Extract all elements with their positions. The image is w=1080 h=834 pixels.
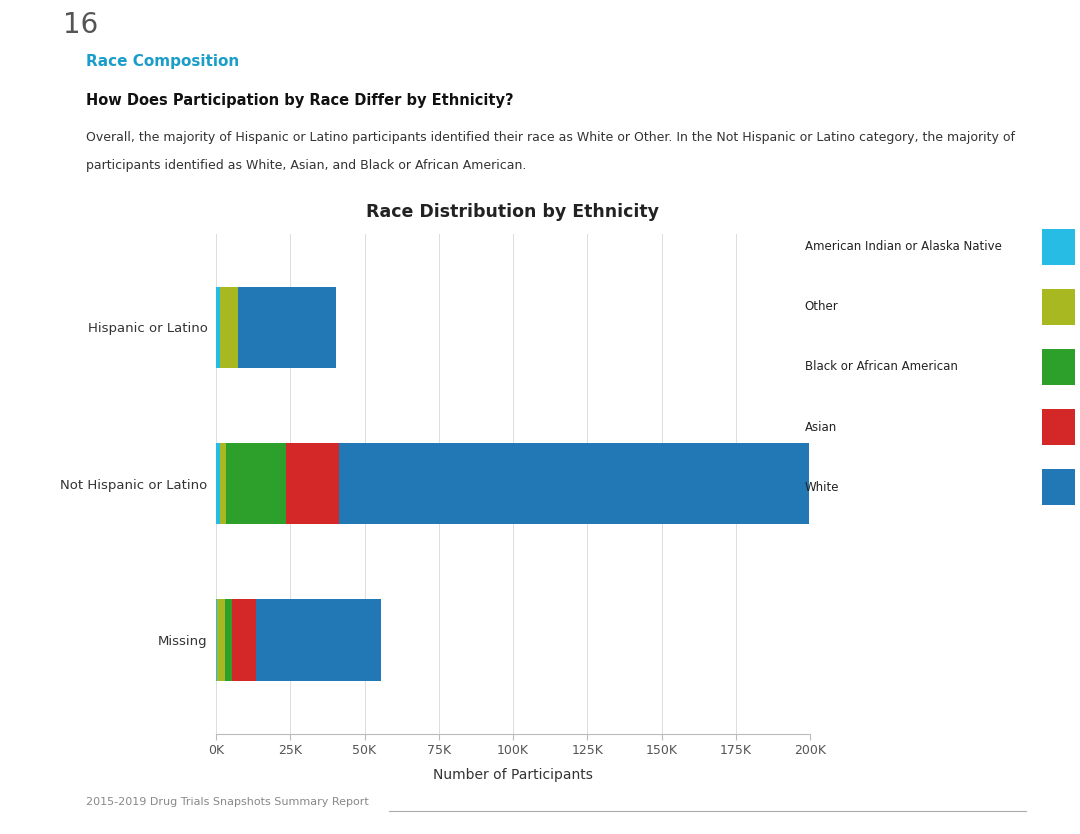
Bar [220,443,227,525]
Bar [225,600,232,681]
X-axis label: Number of Participants: Number of Participants [433,768,593,782]
Bar [216,443,220,525]
Bar [227,443,286,525]
Text: 16: 16 [63,11,98,39]
Bar [232,600,256,681]
Text: Asian: Asian [805,420,837,434]
Text: Overall, the majority of Hispanic or Latino participants identified their race a: Overall, the majority of Hispanic or Lat… [86,131,1015,144]
Bar [239,287,336,368]
Bar [216,600,217,681]
Text: White: White [805,480,839,494]
Text: Black or African American: Black or African American [805,360,958,374]
Text: American Indian or Alaska Native: American Indian or Alaska Native [805,240,1001,254]
FancyBboxPatch shape [1042,289,1075,325]
Text: 2015-2019 Drug Trials Snapshots Summary Report: 2015-2019 Drug Trials Snapshots Summary … [86,797,369,806]
Bar [339,443,809,525]
Text: How Does Participation by Race Differ by Ethnicity?: How Does Participation by Race Differ by… [86,93,514,108]
FancyBboxPatch shape [1042,229,1075,265]
FancyBboxPatch shape [1042,349,1075,385]
Text: Other: Other [805,300,838,314]
Title: Race Distribution by Ethnicity: Race Distribution by Ethnicity [366,203,660,221]
FancyBboxPatch shape [1042,409,1075,445]
Bar [286,443,339,525]
Text: Race Composition: Race Composition [86,54,240,69]
Bar [216,287,220,368]
Bar [256,600,381,681]
Bar [217,600,225,681]
Bar [220,287,239,368]
FancyBboxPatch shape [1042,469,1075,505]
Text: participants identified as White, Asian, and Black or African American.: participants identified as White, Asian,… [86,158,527,172]
